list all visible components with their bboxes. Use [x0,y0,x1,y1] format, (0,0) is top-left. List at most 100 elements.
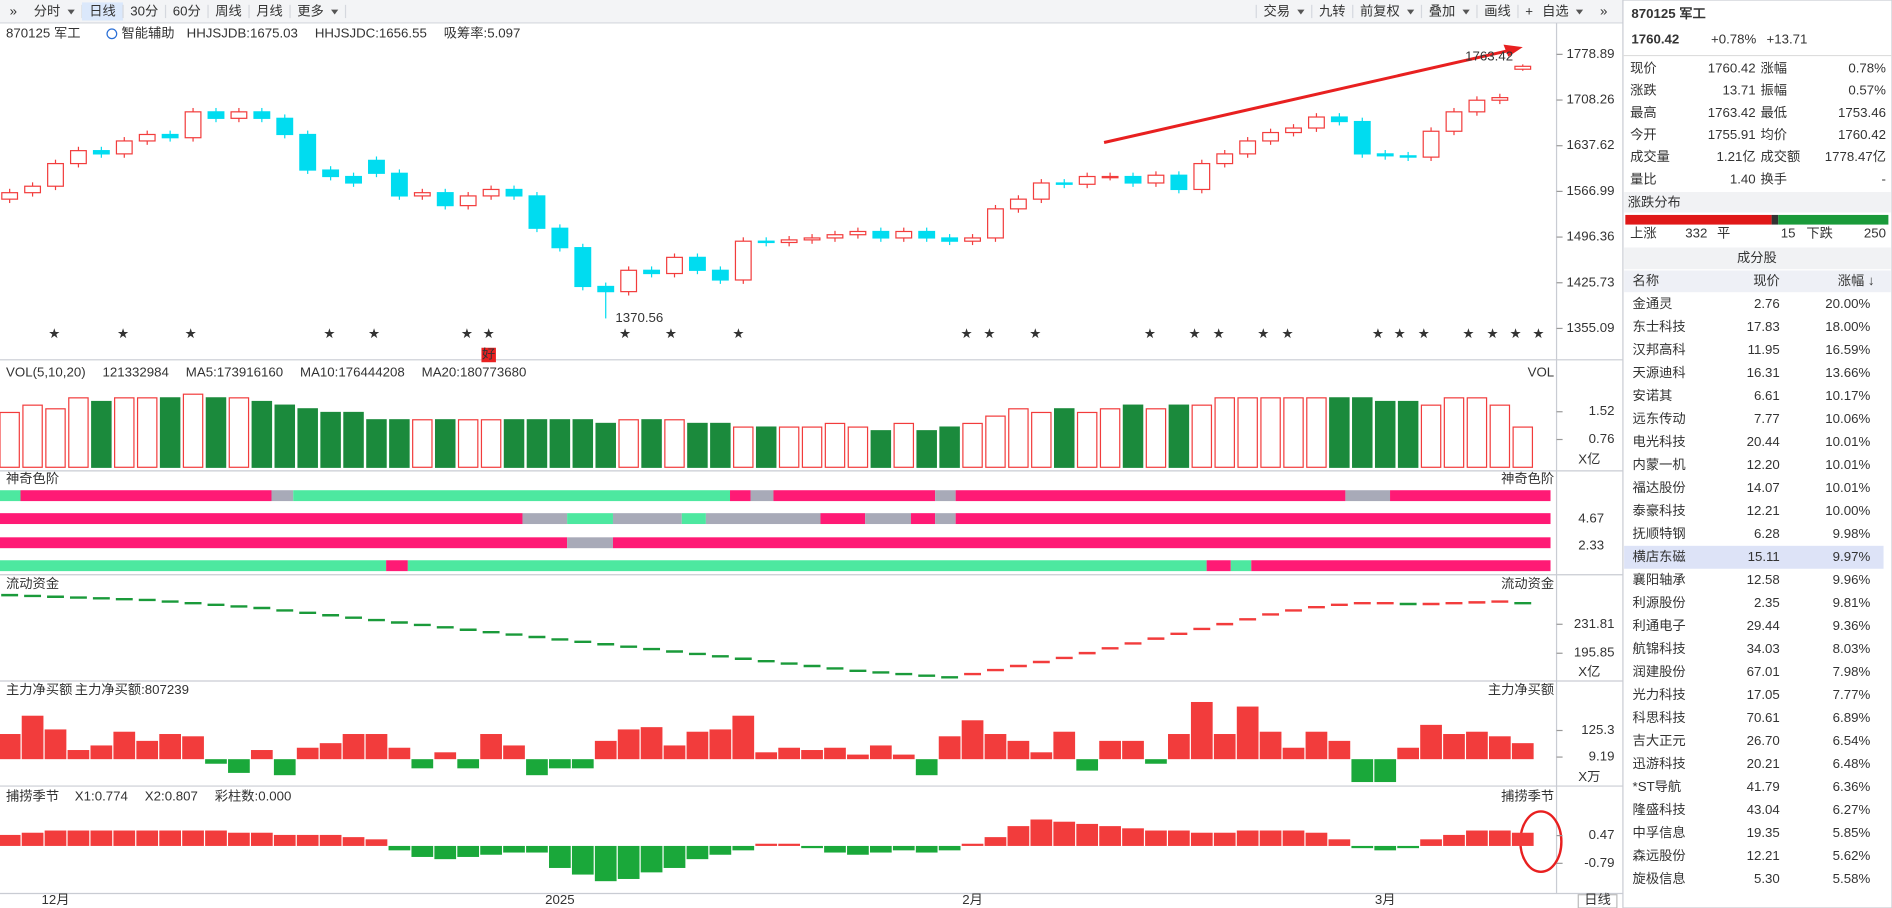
stock-name[interactable]: 隆盛科技 [1633,802,1686,817]
stock-name[interactable]: 抚顺特钢 [1633,526,1686,541]
candle-body [1330,116,1348,123]
candle-body [459,195,477,207]
stock-name[interactable]: 泰豪科技 [1633,503,1686,518]
stock-change: 6.54% [1833,733,1871,748]
volume-bar [274,404,296,468]
stock-name[interactable]: *ST导航 [1633,779,1682,794]
toolbar-button[interactable]: 自选 [1542,4,1569,19]
stock-price: 2.35 [1754,595,1780,610]
toolbar-button[interactable]: 周线 [215,4,242,19]
candle-body [230,111,248,119]
toolbar-button[interactable]: 分时 [34,4,61,19]
stock-name[interactable]: 内蒙一机 [1633,457,1686,472]
stock-name[interactable]: 汉邦高科 [1633,341,1686,357]
stock-name[interactable]: 福达股份 [1633,480,1686,495]
signed-bar [869,845,892,853]
candle-body [987,208,1004,239]
stock-name[interactable]: 利源股份 [1633,595,1686,610]
stock-name[interactable]: 科思科技 [1633,710,1686,725]
stock-change: 5.58% [1833,871,1871,886]
stock-name[interactable]: 东士科技 [1633,319,1686,334]
indicator-header: VOL(5,10,20) [6,365,86,380]
pane-title-right: 神奇色阶 [1501,470,1554,486]
candle-body [138,133,156,142]
candle-body [688,256,706,271]
signed-bar [938,845,961,851]
signed-bar [1122,828,1144,846]
volume-bar [1237,397,1258,468]
collapse-icon[interactable]: » [10,4,17,19]
signal-text: 好 [482,346,495,361]
stock-name[interactable]: 光力科技 [1633,687,1686,702]
signed-bar [250,832,273,846]
column-header[interactable]: 名称 [1633,273,1660,288]
column-header[interactable]: 涨幅 [1838,273,1865,288]
stock-name[interactable]: 金通灵 [1633,296,1673,311]
svg-text:★: ★ [1418,326,1430,341]
stock-change: 9.36% [1833,618,1871,633]
volume-bar [1214,397,1235,468]
stock-name[interactable]: 利通电子 [1633,618,1686,633]
stock-name[interactable]: 旋极信息 [1633,870,1686,886]
y-tick-label: 231.81 [1574,616,1615,631]
candle-body [1285,127,1302,134]
toolbar-button[interactable]: 前复权 [1360,3,1400,19]
volume-bar [480,419,502,468]
assist-label[interactable]: 智能辅助 [122,25,175,40]
stock-name[interactable]: 电光科技 [1633,434,1686,449]
toolbar-button[interactable]: 更多 [297,3,324,19]
stock-name[interactable]: 横店东磁 [1633,549,1686,564]
toolbar-button[interactable]: 30分 [130,4,158,19]
candle-body [184,111,202,139]
signed-bar [480,734,502,760]
stock-price: 6.61 [1754,388,1780,403]
volume-bar [1374,400,1396,468]
toolbar-button[interactable]: 叠加 [1429,4,1456,19]
candle-body [1055,182,1073,185]
stock-name[interactable]: 襄阳轴承 [1633,572,1686,587]
stock-price: 15.11 [1748,549,1780,564]
toolbar-button[interactable]: 画线 [1484,4,1511,19]
signed-bar [388,747,411,760]
stock-name[interactable]: 安诺其 [1633,388,1673,403]
toolbar-button[interactable]: 九转 [1319,4,1346,19]
indicator-header: MA5:173916160 [186,365,283,380]
column-header[interactable]: 现价 [1753,273,1780,288]
candle-body [1376,153,1394,157]
volume-bar [870,430,892,468]
toolbar-button[interactable]: 60分 [173,4,201,19]
signed-bar [67,750,90,760]
signed-bar [1305,731,1328,760]
signed-bar [594,740,617,760]
stock-name[interactable]: 润建股份 [1633,664,1686,679]
stock-name[interactable]: 远东传动 [1633,411,1686,426]
svg-text:★: ★ [665,326,677,341]
toolbar-button[interactable]: 月线 [256,4,283,19]
stock-name[interactable]: 迅游科技 [1633,756,1686,771]
stock-name[interactable]: 森远股份 [1633,848,1686,863]
quote-label: 换手 [1760,171,1787,186]
candle-body [757,240,775,244]
stock-change: 7.98% [1833,664,1871,679]
toolbar-button[interactable]: 交易 [1263,3,1290,19]
stock-name[interactable]: 天源迪科 [1633,365,1686,380]
quote-label: 涨跌 [1630,83,1657,98]
candle-body [299,133,317,171]
stock-price: 5.30 [1754,871,1780,886]
stock-name[interactable]: 中孚信息 [1633,824,1686,840]
y-tick-label: 1708.26 [1567,92,1615,107]
candle-body [1399,155,1417,158]
signed-bar [961,843,984,846]
signed-bar [1030,819,1053,846]
signed-bar [136,830,159,846]
stock-change: 10.17% [1825,388,1870,403]
menu-caret [1297,9,1305,15]
stock-price: 14.07 [1747,480,1780,495]
toolbar-button[interactable]: 日线 [89,4,116,19]
expand-icon[interactable]: » [1600,4,1607,19]
volume-bar [1443,397,1465,468]
stock-name[interactable]: 航锦科技 [1633,641,1686,656]
signed-bar [1007,826,1030,846]
x-tick-label: 2月 [962,892,983,907]
stock-name[interactable]: 吉大正元 [1633,733,1686,748]
